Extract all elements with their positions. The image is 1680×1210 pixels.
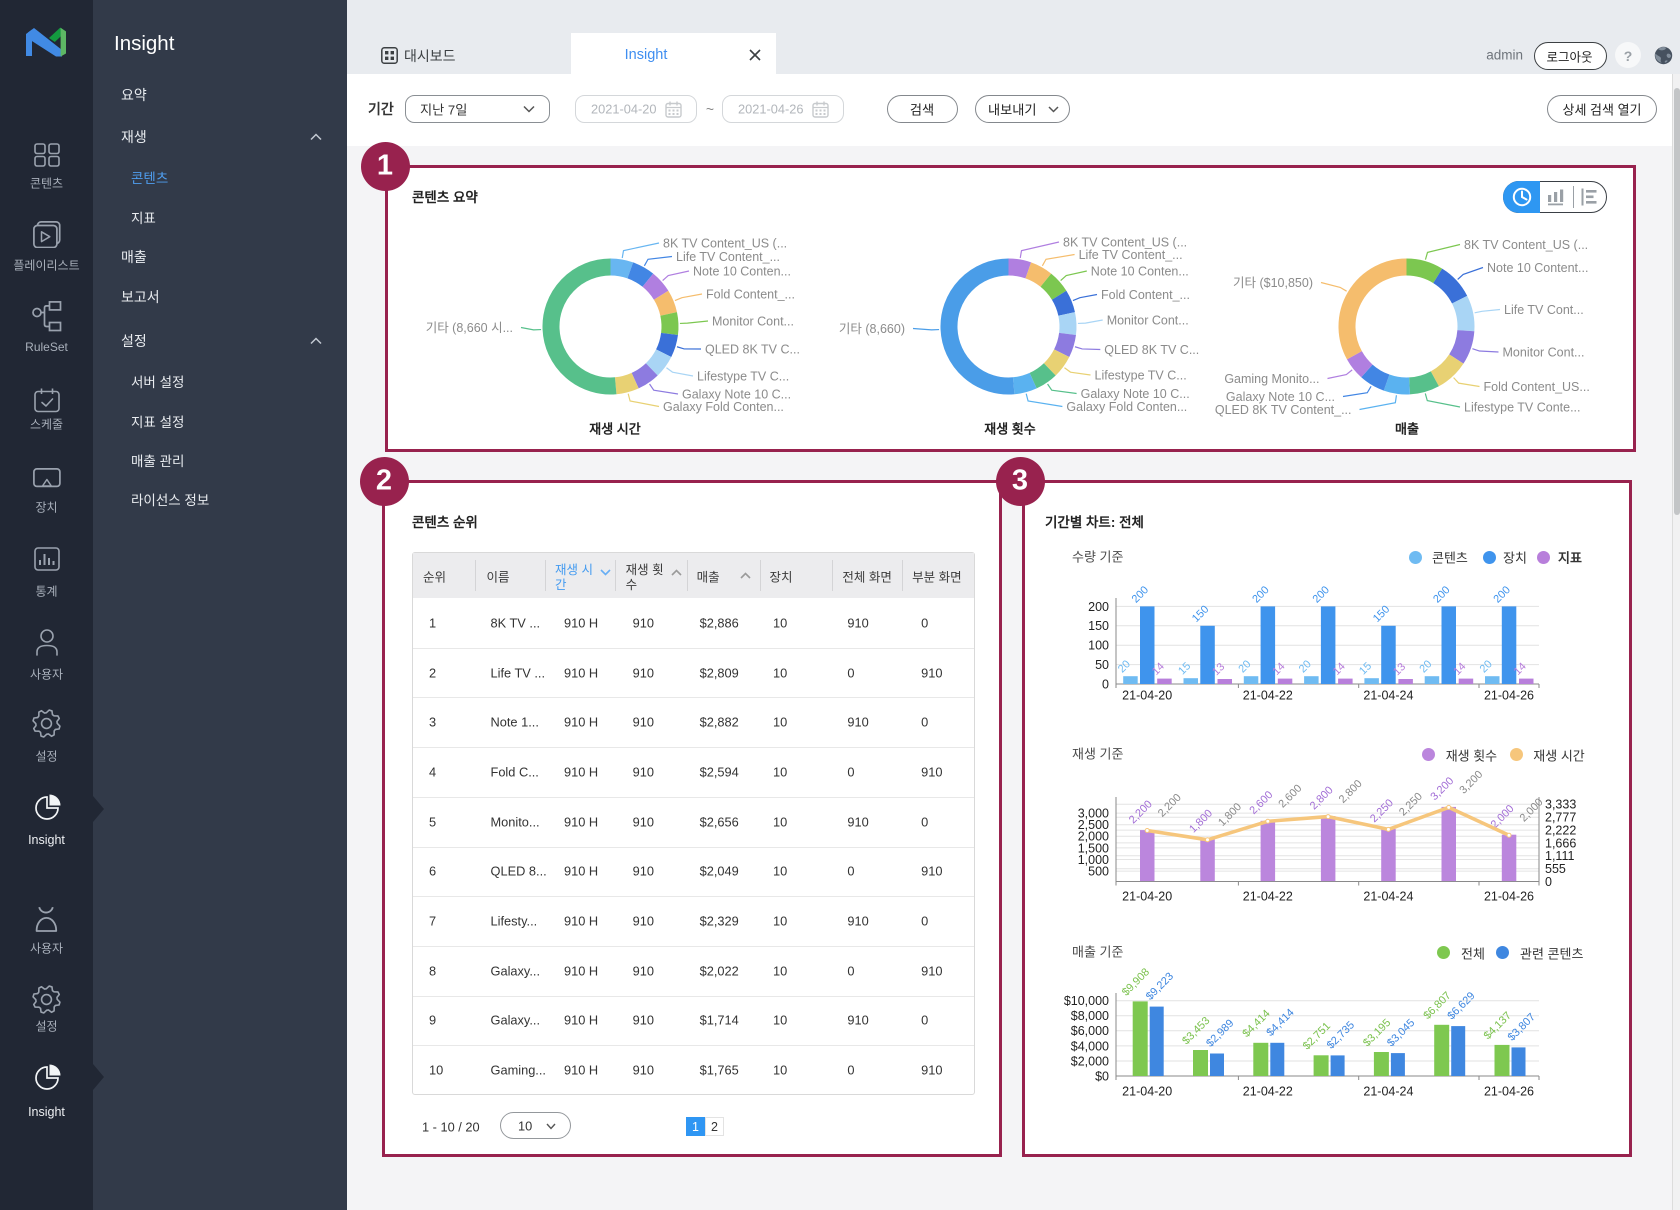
svg-text:0: 0 <box>1102 677 1109 691</box>
svg-text:$2,000: $2,000 <box>1071 1054 1109 1068</box>
svg-text:21-04-20: 21-04-20 <box>1122 890 1172 904</box>
svg-text:21-04-24: 21-04-24 <box>1363 890 1413 904</box>
svg-text:QLED 8K TV C...: QLED 8K TV C... <box>705 342 800 356</box>
svg-text:$4,000: $4,000 <box>1071 1039 1109 1053</box>
svg-text:Life TV Content_...: Life TV Content_... <box>1079 248 1183 262</box>
svg-text:8K TV Content_US (...: 8K TV Content_US (... <box>1464 238 1588 252</box>
svg-text:Galaxy Note 10 C...: Galaxy Note 10 C... <box>1226 390 1335 404</box>
svg-text:0: 0 <box>1545 875 1552 889</box>
svg-text:100: 100 <box>1088 639 1109 653</box>
svg-text:기타 ($10,850): 기타 ($10,850) <box>1233 276 1313 290</box>
svg-text:1,800: 1,800 <box>1187 807 1215 835</box>
svg-text:15: 15 <box>1176 660 1193 677</box>
svg-text:Lifestype TV Conte...: Lifestype TV Conte... <box>1464 400 1581 414</box>
svg-text:$0: $0 <box>1095 1069 1109 1083</box>
svg-text:Monitor Cont...: Monitor Cont... <box>712 314 794 328</box>
svg-text:2,200: 2,200 <box>1127 798 1155 826</box>
svg-text:Monitor Cont...: Monitor Cont... <box>1107 313 1189 327</box>
svg-text:15: 15 <box>1357 660 1374 677</box>
svg-text:QLED 8K TV C...: QLED 8K TV C... <box>1104 343 1199 357</box>
svg-text:Lifestype TV C...: Lifestype TV C... <box>1095 368 1187 382</box>
svg-text:200: 200 <box>1431 584 1452 605</box>
svg-text:3,200: 3,200 <box>1457 769 1485 797</box>
svg-text:21-04-26: 21-04-26 <box>1484 1085 1534 1099</box>
svg-text:Note 10 Conten...: Note 10 Conten... <box>693 264 791 278</box>
svg-text:50: 50 <box>1095 658 1109 672</box>
svg-text:기타 (8,660 시...: 기타 (8,660 시... <box>426 321 513 335</box>
svg-text:Fold Content_...: Fold Content_... <box>706 287 795 301</box>
svg-text:Galaxy Note 10 C...: Galaxy Note 10 C... <box>1081 387 1190 401</box>
svg-text:1,500: 1,500 <box>1078 841 1109 855</box>
svg-text:2,800: 2,800 <box>1308 784 1336 812</box>
svg-text:8K TV Content_US (...: 8K TV Content_US (... <box>1063 235 1187 249</box>
svg-text:Galaxy Note 10 C...: Galaxy Note 10 C... <box>682 387 791 401</box>
svg-text:8K TV Content_US (...: 8K TV Content_US (... <box>663 236 787 250</box>
svg-text:Fold Content_US...: Fold Content_US... <box>1484 380 1590 394</box>
svg-text:21-04-24: 21-04-24 <box>1363 1085 1413 1099</box>
svg-text:$3,045: $3,045 <box>1385 1017 1417 1049</box>
svg-text:Monitor Cont...: Monitor Cont... <box>1503 345 1585 359</box>
svg-text:Galaxy Fold Conten...: Galaxy Fold Conten... <box>1066 400 1187 414</box>
svg-text:2,000: 2,000 <box>1518 796 1546 824</box>
svg-text:21-04-22: 21-04-22 <box>1243 890 1293 904</box>
svg-text:2,500: 2,500 <box>1078 818 1109 832</box>
svg-text:Life TV Content_...: Life TV Content_... <box>676 250 780 264</box>
svg-text:20: 20 <box>1478 658 1495 675</box>
svg-text:$6,000: $6,000 <box>1071 1024 1109 1038</box>
svg-text:21-04-22: 21-04-22 <box>1243 1085 1293 1099</box>
svg-text:3,200: 3,200 <box>1428 775 1456 803</box>
svg-text:기타 (8,660): 기타 (8,660) <box>839 322 905 336</box>
svg-text:Galaxy Fold Conten...: Galaxy Fold Conten... <box>663 400 784 414</box>
svg-text:2,777: 2,777 <box>1545 811 1576 825</box>
svg-text:21-04-24: 21-04-24 <box>1363 689 1413 703</box>
svg-text:3,333: 3,333 <box>1545 798 1576 812</box>
svg-text:1,000: 1,000 <box>1078 853 1109 867</box>
svg-text:1,111: 1,111 <box>1545 849 1574 863</box>
svg-text:2,000: 2,000 <box>1078 830 1109 844</box>
svg-text:2,222: 2,222 <box>1545 824 1576 838</box>
svg-text:2,200: 2,200 <box>1156 792 1184 820</box>
svg-text:200: 200 <box>1130 584 1151 605</box>
svg-text:QLED 8K TV Content_...: QLED 8K TV Content_... <box>1215 403 1352 417</box>
svg-text:Lifestype TV C...: Lifestype TV C... <box>697 369 789 383</box>
svg-text:2,250: 2,250 <box>1368 797 1396 825</box>
svg-text:$10,000: $10,000 <box>1064 994 1109 1008</box>
svg-text:150: 150 <box>1088 619 1109 633</box>
svg-text:200: 200 <box>1250 584 1271 605</box>
svg-text:$2,735: $2,735 <box>1325 1019 1357 1051</box>
svg-text:21-04-20: 21-04-20 <box>1122 1085 1172 1099</box>
svg-text:2,800: 2,800 <box>1337 778 1365 806</box>
svg-text:20: 20 <box>1417 658 1434 675</box>
svg-text:Note 10 Conten...: Note 10 Conten... <box>1091 264 1189 278</box>
svg-text:20: 20 <box>1116 658 1133 675</box>
svg-text:21-04-26: 21-04-26 <box>1484 689 1534 703</box>
svg-text:Life TV Cont...: Life TV Cont... <box>1504 303 1584 317</box>
svg-text:20: 20 <box>1236 658 1253 675</box>
svg-text:555: 555 <box>1545 862 1566 876</box>
svg-text:200: 200 <box>1088 600 1109 614</box>
svg-text:Fold Content_...: Fold Content_... <box>1101 288 1190 302</box>
svg-text:$8,000: $8,000 <box>1071 1009 1109 1023</box>
svg-text:200: 200 <box>1491 584 1512 605</box>
svg-text:20: 20 <box>1297 658 1314 675</box>
svg-text:21-04-26: 21-04-26 <box>1484 890 1534 904</box>
svg-text:21-04-20: 21-04-20 <box>1122 689 1172 703</box>
svg-text:2,600: 2,600 <box>1276 782 1304 810</box>
svg-text:1,666: 1,666 <box>1545 836 1576 850</box>
svg-text:21-04-22: 21-04-22 <box>1243 689 1293 703</box>
svg-text:Note 10 Content...: Note 10 Content... <box>1487 261 1588 275</box>
svg-text:3,000: 3,000 <box>1078 807 1109 821</box>
svg-text:$4,414: $4,414 <box>1264 1007 1296 1039</box>
svg-text:500: 500 <box>1088 865 1109 879</box>
svg-text:Gaming Monito...: Gaming Monito... <box>1224 372 1319 386</box>
svg-text:200: 200 <box>1311 584 1332 605</box>
